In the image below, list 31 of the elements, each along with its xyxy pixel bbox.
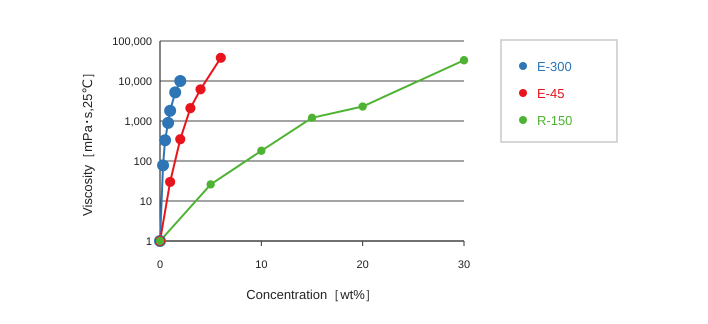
point [175,134,186,144]
point [216,52,226,63]
point [162,116,174,129]
point [157,159,170,172]
point [165,176,176,188]
point [195,84,206,94]
x-tick-label: 30 [458,259,470,271]
point [159,134,172,146]
point [206,180,215,189]
point [174,75,186,87]
x-axis-title: Concentration［wt%］ [246,287,378,302]
y-axis-title: Viscosity［mPa･s,25℃］ [80,66,95,216]
y-tick-label: 1,000 [124,116,152,128]
point [257,146,266,155]
point [308,114,316,122]
x-tick-label: 20 [356,259,369,271]
x-tick-label: 0 [156,259,164,271]
y-tick-label: 10,000 [118,76,152,88]
legend-label: E-45 [537,86,564,101]
y-tick-label: 100 [134,156,152,168]
point [185,103,196,114]
point [460,56,468,64]
point [169,86,182,98]
y-tick-label: 100,000 [112,36,152,48]
point [164,104,176,117]
x-tick-label: 10 [255,259,268,271]
point [358,102,367,111]
y-tick-label: 1 [146,236,152,248]
y-tick-label: 10 [140,196,152,208]
legend-label: R-150 [537,113,572,128]
legend-label: E-300 [537,59,572,74]
